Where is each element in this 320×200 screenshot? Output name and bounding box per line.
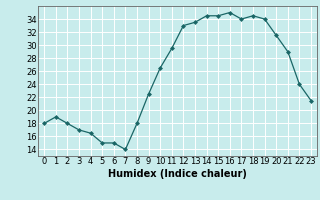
X-axis label: Humidex (Indice chaleur): Humidex (Indice chaleur) bbox=[108, 169, 247, 179]
